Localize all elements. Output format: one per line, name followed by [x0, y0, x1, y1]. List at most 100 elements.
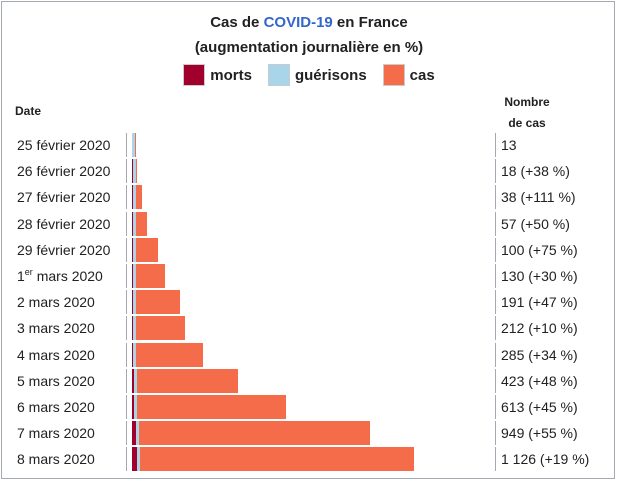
chart-row: 28 février 2020 57 (+50 %): [0, 211, 618, 237]
bar-cell: [126, 368, 496, 393]
bar-cell: [126, 159, 496, 184]
chart-row: 2 mars 2020 191 (+47 %): [0, 289, 618, 315]
bar-morts: [132, 342, 133, 367]
legend-swatch-morts: [183, 64, 206, 86]
bar-morts: [132, 421, 136, 446]
count-label: 285 (+34 %): [501, 346, 578, 363]
bar-cas: [136, 185, 142, 210]
bar-cell: [126, 395, 496, 419]
count-label: 13: [501, 137, 517, 153]
count-label: 423 (+48 %): [501, 372, 578, 389]
legend-swatch-guerisons: [267, 64, 290, 86]
count-label: 38 (+111 %): [501, 189, 576, 206]
bar-cas: [136, 342, 204, 367]
chart-row: 8 mars 2020 1 126 (+19 %): [0, 446, 618, 472]
bar-cas: [135, 133, 136, 157]
count-label: 1 126 (+19 %): [501, 451, 590, 468]
bar-guerisons: [133, 290, 136, 315]
column-header-count-line1: Nombre: [504, 95, 550, 109]
date-label: 6 mars 2020: [17, 399, 95, 415]
legend-swatch-cas: [382, 64, 405, 86]
bar-morts: [132, 159, 133, 184]
bar-guerisons: [134, 395, 138, 419]
bar-morts: [132, 185, 133, 210]
column-header-count-line2: de cas: [508, 116, 546, 130]
bar-cell: [126, 237, 496, 262]
bar-guerisons: [136, 421, 139, 446]
legend-item-guerisons: guérisons: [267, 64, 367, 86]
bar-morts: [132, 395, 135, 419]
column-header-date: Date: [15, 104, 42, 118]
date-label: 29 février 2020: [17, 241, 111, 258]
bar-morts: [132, 316, 133, 341]
bar-cas: [136, 159, 137, 184]
date-label: 26 février 2020: [17, 163, 111, 180]
chart-row: 1er mars 2020 130 (+30 %): [0, 263, 618, 289]
bar-guerisons: [133, 237, 136, 262]
bar-morts: [132, 264, 133, 288]
count-label: 949 (+55 %): [501, 425, 578, 442]
bar-cell: [126, 447, 496, 472]
bar-cell: [126, 316, 496, 341]
bar-cas: [136, 290, 181, 315]
count-label: 212 (+10 %): [501, 320, 578, 337]
column-header-count: Nombre de cas: [494, 92, 560, 134]
bar-guerisons: [133, 316, 136, 341]
date-label: 27 février 2020: [17, 189, 111, 206]
title-prefix: Cas de: [210, 14, 264, 31]
date-label: 1er mars 2020: [17, 267, 103, 285]
bar-cas: [136, 264, 166, 288]
chart-row: 25 février 2020 13: [0, 132, 618, 158]
bar-cas: [137, 395, 286, 419]
bar-morts: [132, 211, 133, 236]
bar-cas: [136, 237, 158, 262]
bar-morts: [132, 237, 133, 262]
legend: morts guérisons cas: [0, 64, 618, 86]
bar-cell: [126, 264, 496, 288]
bar-cell: [126, 421, 496, 446]
bar-cas: [136, 316, 186, 341]
chart-subtitle: (augmentation journalière en %): [194, 39, 424, 56]
chart-row: 5 mars 2020 423 (+48 %): [0, 368, 618, 394]
chart-row: 27 février 2020 38 (+111 %): [0, 184, 618, 210]
legend-label-guerisons: guérisons: [294, 66, 367, 84]
date-label: 3 mars 2020: [17, 320, 95, 337]
legend-item-morts: morts: [183, 64, 252, 86]
date-label: 4 mars 2020: [17, 346, 95, 363]
date-label: 28 février 2020: [17, 215, 111, 232]
count-label: 57 (+50 %): [501, 215, 570, 232]
chart-row: 6 mars 2020 613 (+45 %): [0, 394, 618, 420]
bar-cell: [126, 185, 496, 210]
bar-cas: [136, 368, 238, 393]
bar-guerisons: [133, 342, 136, 367]
bar-morts: [132, 447, 137, 472]
covid-19-link[interactable]: COVID-19: [263, 14, 333, 31]
chart-row: 7 mars 2020 949 (+55 %): [0, 420, 618, 446]
count-label: 18 (+38 %): [501, 163, 570, 180]
bar-cell: [126, 290, 496, 315]
bar-guerisons: [132, 133, 135, 157]
bar-guerisons: [133, 159, 136, 184]
legend-label-cas: cas: [409, 66, 435, 84]
chart-row: 29 février 2020 100 (+75 %): [0, 237, 618, 263]
bar-cell: [126, 133, 496, 157]
bar-cell: [126, 342, 496, 367]
bar-cas: [139, 421, 370, 446]
bar-cas: [136, 211, 147, 236]
chart-row: 26 février 2020 18 (+38 %): [0, 158, 618, 184]
chart-title: Cas de COVID-19 en France: [0, 14, 618, 31]
chart-row: 3 mars 2020 212 (+10 %): [0, 315, 618, 341]
date-label: 8 mars 2020: [17, 451, 95, 468]
count-label: 100 (+75 %): [501, 241, 578, 258]
chart-row: 4 mars 2020 285 (+34 %): [0, 342, 618, 368]
count-label: 613 (+45 %): [501, 399, 578, 415]
bar-guerisons: [133, 185, 136, 210]
count-label: 191 (+47 %): [501, 294, 578, 311]
bar-guerisons: [133, 368, 137, 393]
bar-morts: [132, 368, 134, 393]
date-label: 25 février 2020: [17, 137, 111, 153]
bar-morts: [132, 290, 133, 315]
bar-cell: [126, 211, 496, 236]
legend-item-cas: cas: [382, 64, 435, 86]
